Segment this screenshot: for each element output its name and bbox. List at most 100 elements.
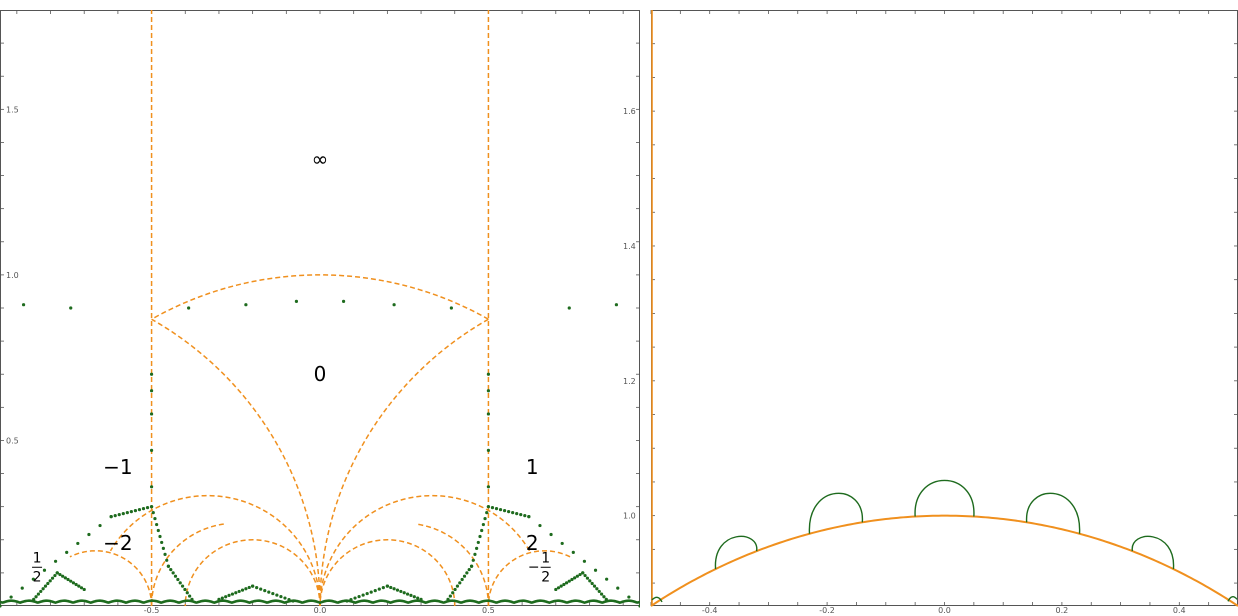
green-point (187, 306, 191, 310)
green-point (581, 571, 585, 575)
green-point (61, 574, 65, 578)
green-point (564, 581, 569, 585)
green-point (475, 546, 479, 550)
green-point (638, 604, 640, 608)
green-point (283, 596, 287, 600)
green-point (527, 515, 531, 519)
green-point (353, 596, 357, 600)
green-point (155, 522, 159, 527)
green-loop-corner-right (1227, 596, 1238, 602)
green-point (538, 523, 542, 528)
green-point (486, 412, 491, 416)
green-point (165, 558, 169, 562)
green-point (41, 587, 45, 591)
y-tick-label: 0.5 (6, 436, 19, 445)
left-plot: 0.51.01.5-0.5 0.0 0.5∞0−1 1−2 212−12 (0, 10, 640, 615)
green-point (227, 593, 231, 598)
green-point (151, 511, 155, 515)
green-point (271, 591, 275, 596)
green-loop (1131, 535, 1175, 570)
green-point (137, 508, 142, 512)
green-point (76, 541, 80, 546)
green-point (39, 589, 43, 594)
green-point (53, 559, 58, 563)
region-label: ∞ (312, 147, 329, 171)
green-point (389, 585, 393, 590)
green-point (562, 582, 566, 587)
green-point (571, 550, 575, 554)
green-point (69, 579, 73, 583)
green-point (341, 299, 346, 303)
region-label: 0 (314, 362, 327, 386)
plot-frame (0, 10, 640, 606)
green-point (50, 576, 55, 580)
green-point (176, 577, 180, 582)
green-point (149, 448, 154, 452)
green-point (549, 532, 553, 537)
green-point (153, 516, 157, 521)
green-point (178, 581, 182, 585)
green-point (171, 571, 175, 575)
green-point (149, 485, 154, 489)
green-point (567, 579, 571, 583)
green-point (160, 540, 164, 545)
green-point (113, 514, 117, 518)
green-point (460, 577, 464, 582)
green-point (573, 576, 577, 580)
dashed-arc-center-1 (319, 318, 489, 607)
green-point (471, 558, 475, 562)
green-point (592, 584, 597, 588)
green-point (161, 546, 165, 550)
green-bottom-band (0, 599, 640, 605)
plot-frame (651, 10, 1238, 606)
region-label-fraction: 12 (32, 550, 43, 585)
green-point (595, 587, 599, 591)
dashed-arc-two-thirds (487, 550, 571, 607)
green-point (240, 588, 245, 592)
green-point (575, 574, 579, 578)
green-point (570, 577, 574, 582)
green-point (48, 579, 52, 583)
dashed-arc-unit-circle (151, 274, 489, 320)
green-point (498, 508, 503, 512)
green-point (117, 513, 121, 517)
green-point (369, 590, 373, 594)
region-label: −1 (103, 455, 132, 479)
green-point (627, 595, 631, 599)
green-point (578, 572, 582, 577)
green-point (449, 306, 453, 310)
green-point (583, 573, 587, 578)
region-label: −2 (103, 531, 132, 555)
x-tick-label: 0.5 (482, 606, 495, 615)
green-point (141, 507, 146, 511)
green-point (31, 577, 35, 581)
green-point (244, 587, 248, 591)
green-point (169, 567, 173, 572)
green-point (416, 596, 420, 600)
green-point (399, 589, 403, 594)
green-point (42, 568, 47, 572)
green-point (597, 589, 601, 594)
green-point (129, 510, 133, 514)
green-point (357, 594, 361, 599)
green-point (63, 576, 67, 580)
green-point (69, 306, 73, 310)
green-point (77, 584, 81, 588)
dashed-arc-small-left (150, 523, 224, 607)
green-point (409, 593, 413, 598)
green-point (455, 584, 460, 588)
green-point (602, 595, 606, 599)
green-point (66, 577, 70, 582)
green-point (149, 505, 154, 509)
green-point (502, 509, 507, 513)
green-point (267, 590, 271, 594)
green-point (183, 587, 187, 592)
green-point (255, 586, 259, 590)
green-point (244, 303, 248, 307)
green-point (402, 591, 406, 595)
x-tick-label: 0.0 (938, 606, 951, 615)
green-point (87, 532, 91, 537)
green-point (519, 513, 523, 517)
svg-text:1: 1 (541, 550, 550, 566)
green-point (58, 572, 62, 577)
